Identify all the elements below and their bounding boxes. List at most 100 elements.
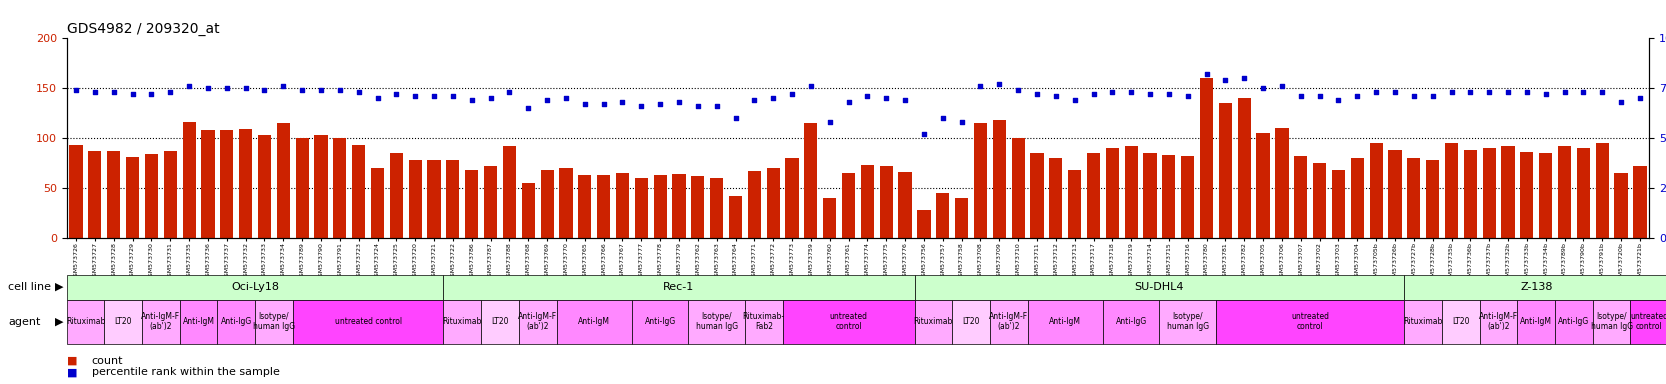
Bar (295, 138, 308, 238)
Text: ▶: ▶ (55, 282, 63, 292)
Bar (805, 123, 818, 238)
Point (177, 83, 203, 89)
Text: Anti-IgM: Anti-IgM (1521, 317, 1553, 326)
Text: untreated
control: untreated control (830, 312, 868, 331)
Point (82, 89, 108, 95)
Point (232, 85, 258, 91)
Point (252, 87, 278, 93)
Point (1061, 97, 1088, 103)
Point (911, 131, 938, 137)
Point (1005, 87, 1031, 93)
Point (1136, 91, 1163, 98)
Text: Isotype/
human IgG: Isotype/ human IgG (1166, 312, 1210, 331)
Point (1458, 89, 1484, 95)
Bar (861, 165, 875, 238)
Bar (975, 123, 986, 238)
Bar (1050, 158, 1063, 238)
Text: Rituximab: Rituximab (913, 317, 953, 326)
Text: Anti-IgM-F
(ab')2: Anti-IgM-F (ab')2 (142, 312, 180, 331)
Point (476, 95, 503, 101)
Point (63, 87, 90, 93)
Point (308, 87, 335, 93)
Point (1381, 89, 1408, 95)
Point (703, 103, 730, 109)
Point (968, 83, 995, 89)
Text: count: count (92, 356, 123, 366)
Point (666, 99, 693, 105)
Point (760, 95, 786, 101)
Bar (1068, 170, 1081, 238)
Bar (1558, 146, 1571, 238)
Bar (1521, 152, 1533, 238)
Point (383, 91, 410, 98)
Point (496, 89, 523, 95)
Text: ■: ■ (67, 356, 77, 366)
Bar (1276, 128, 1288, 238)
Text: Anti-IgM: Anti-IgM (1050, 317, 1081, 326)
Bar (578, 175, 591, 238)
Bar (673, 174, 686, 238)
Point (1419, 93, 1446, 99)
Bar (315, 135, 328, 238)
Point (930, 115, 956, 121)
Bar (955, 198, 968, 238)
Bar (428, 160, 440, 238)
Bar (1633, 166, 1646, 238)
Text: Rituximab: Rituximab (65, 317, 105, 326)
Point (891, 97, 918, 103)
Text: Isotype/
human IgG: Isotype/ human IgG (696, 312, 738, 331)
Bar (730, 196, 741, 238)
Point (1344, 93, 1371, 99)
Text: Rituximab: Rituximab (1403, 317, 1443, 326)
Point (1324, 97, 1351, 103)
Text: Rituximab: Rituximab (443, 317, 481, 326)
Bar (1143, 153, 1156, 238)
Point (421, 93, 448, 99)
Point (1250, 85, 1276, 91)
Text: Anti-IgG: Anti-IgG (220, 317, 252, 326)
Text: Isotype/
human IgG: Isotype/ human IgG (1591, 312, 1633, 331)
Point (1118, 89, 1145, 95)
Bar (766, 168, 780, 238)
Bar (653, 175, 666, 238)
Bar (880, 166, 893, 238)
Bar (521, 183, 535, 238)
Point (1288, 93, 1314, 99)
Bar (202, 130, 215, 238)
Point (1213, 77, 1240, 83)
Text: Anti-IgM-F
(ab')2: Anti-IgM-F (ab')2 (1479, 312, 1518, 331)
Text: Anti-IgG: Anti-IgG (1558, 317, 1589, 326)
Text: LT20: LT20 (1453, 317, 1469, 326)
Text: Anti-IgM: Anti-IgM (578, 317, 610, 326)
Point (270, 83, 297, 89)
Point (798, 83, 825, 89)
Bar (1200, 78, 1213, 238)
Bar (352, 145, 365, 238)
Point (1551, 89, 1578, 95)
Text: untreated
control: untreated control (1631, 312, 1666, 331)
Text: Rituximab-
Fab2: Rituximab- Fab2 (743, 312, 785, 331)
Point (515, 105, 541, 111)
Bar (1238, 98, 1251, 238)
Bar (127, 157, 140, 238)
Bar (635, 178, 648, 238)
Text: Z-138: Z-138 (1519, 282, 1553, 292)
Point (1589, 89, 1616, 95)
Bar (1256, 133, 1269, 238)
Bar (446, 160, 460, 238)
Bar (145, 154, 158, 238)
Bar (390, 153, 403, 238)
Bar (333, 138, 347, 238)
Bar (183, 122, 195, 238)
Point (646, 101, 673, 108)
Point (100, 89, 127, 95)
Bar (918, 210, 931, 238)
Bar (1464, 150, 1478, 238)
Text: Oci-Ly18: Oci-Ly18 (232, 282, 280, 292)
Point (721, 115, 748, 121)
Text: agent: agent (8, 316, 40, 327)
Point (590, 101, 616, 108)
Point (1175, 93, 1201, 99)
Point (571, 101, 598, 108)
Point (138, 91, 165, 98)
